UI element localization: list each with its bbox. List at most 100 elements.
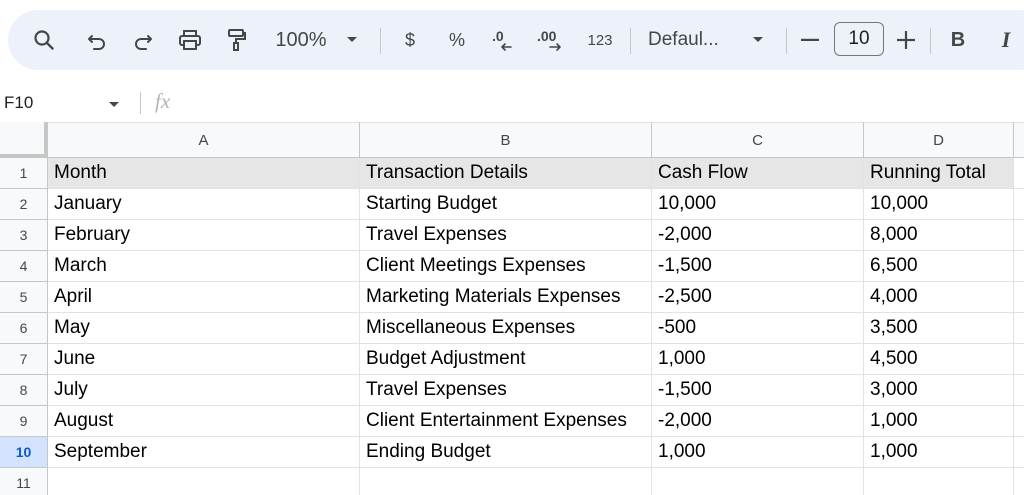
header-cell[interactable]: Month	[48, 158, 360, 189]
zoom-value: 100%	[275, 28, 327, 51]
decrease-font-size-icon[interactable]	[798, 20, 822, 60]
table-cell[interactable]: 6,500	[864, 251, 1014, 282]
table-cell[interactable]: Starting Budget	[360, 189, 652, 220]
row-header[interactable]: 9	[0, 406, 48, 437]
percent-format-button[interactable]: %	[444, 20, 470, 60]
table-cell[interactable]: May	[48, 313, 360, 344]
table-cell[interactable]: 4,500	[864, 344, 1014, 375]
row-header[interactable]: 2	[0, 189, 48, 220]
table-cell[interactable]: February	[48, 220, 360, 251]
header-cell[interactable]: Cash Flow	[652, 158, 864, 189]
column-header[interactable]	[1014, 122, 1024, 158]
table-cell[interactable]: January	[48, 189, 360, 220]
table-cell[interactable]: Travel Expenses	[360, 375, 652, 406]
table-cell[interactable]	[1014, 282, 1024, 313]
column-header[interactable]: A	[48, 122, 360, 158]
currency-label: $	[404, 29, 415, 50]
row-header[interactable]: 6	[0, 313, 48, 344]
paint-format-icon[interactable]	[222, 20, 252, 60]
table-cell[interactable]: -2,000	[652, 220, 864, 251]
row-header[interactable]: 10	[0, 437, 48, 468]
table-cell[interactable]: -1,500	[652, 375, 864, 406]
table-cell[interactable]	[1014, 344, 1024, 375]
table-cell[interactable]	[1014, 406, 1024, 437]
table-cell[interactable]	[360, 468, 652, 495]
chevron-down-icon[interactable]	[342, 20, 362, 60]
table-cell[interactable]	[1014, 158, 1024, 189]
table-cell[interactable]: 1,000	[864, 437, 1014, 468]
bold-button[interactable]: B	[946, 20, 970, 60]
table-cell[interactable]: Ending Budget	[360, 437, 652, 468]
table-cell[interactable]: -1,500	[652, 251, 864, 282]
table-cell[interactable]: 8,000	[864, 220, 1014, 251]
table-cell[interactable]: Travel Expenses	[360, 220, 652, 251]
table-cell[interactable]: Client Meetings Expenses	[360, 251, 652, 282]
font-family-select[interactable]: Defaul...	[648, 20, 738, 60]
currency-format-button[interactable]: $	[398, 20, 422, 60]
font-family-value: Defaul...	[648, 29, 719, 50]
column-header[interactable]: D	[864, 122, 1014, 158]
table-cell[interactable]: 10,000	[652, 189, 864, 220]
font-size-input[interactable]: 10	[834, 22, 884, 56]
table-cell[interactable]: -2,500	[652, 282, 864, 313]
table-cell[interactable]: April	[48, 282, 360, 313]
redo-icon[interactable]	[128, 20, 158, 60]
table-cell[interactable]: 1,000	[652, 344, 864, 375]
table-cell[interactable]: 1,000	[652, 437, 864, 468]
table-cell[interactable]	[652, 468, 864, 495]
table-cell[interactable]: Marketing Materials Expenses	[360, 282, 652, 313]
italic-button[interactable]: I	[994, 20, 1018, 60]
more-formats-button[interactable]: 123	[582, 20, 618, 60]
table-cell[interactable]	[864, 468, 1014, 495]
table-cell[interactable]: 3,500	[864, 313, 1014, 344]
column-header[interactable]: C	[652, 122, 864, 158]
formula-input[interactable]	[186, 90, 1006, 116]
table-cell[interactable]: -2,000	[652, 406, 864, 437]
table-cell[interactable]	[1014, 189, 1024, 220]
increase-decimal-button[interactable]: .00	[534, 20, 568, 60]
table-cell[interactable]: July	[48, 375, 360, 406]
column-header[interactable]: B	[360, 122, 652, 158]
toolbar: 100% $ % .0 .00 123	[8, 10, 1024, 70]
table-cell[interactable]	[1014, 468, 1024, 495]
print-icon[interactable]	[174, 20, 206, 60]
increase-font-size-icon[interactable]	[894, 20, 918, 60]
table-cell[interactable]	[1014, 437, 1024, 468]
table-cell[interactable]: 3,000	[864, 375, 1014, 406]
decrease-decimal-label: .0	[492, 28, 504, 44]
row-header[interactable]: 5	[0, 282, 48, 313]
chevron-down-icon[interactable]	[108, 96, 120, 114]
chevron-down-icon[interactable]	[748, 20, 768, 60]
table-cell[interactable]	[1014, 313, 1024, 344]
table-cell[interactable]	[1014, 220, 1024, 251]
table-cell[interactable]	[1014, 251, 1024, 282]
table-cell[interactable]: March	[48, 251, 360, 282]
row-header[interactable]: 11	[0, 468, 48, 495]
table-cell[interactable]: September	[48, 437, 360, 468]
table-cell[interactable]: Miscellaneous Expenses	[360, 313, 652, 344]
row-header[interactable]: 3	[0, 220, 48, 251]
table-cell[interactable]	[1014, 375, 1024, 406]
table-cell[interactable]	[48, 468, 360, 495]
undo-icon[interactable]	[82, 20, 112, 60]
table-cell[interactable]: -500	[652, 313, 864, 344]
table-cell[interactable]: 4,000	[864, 282, 1014, 313]
table-cell[interactable]: 1,000	[864, 406, 1014, 437]
spreadsheet-grid: A B C D 1 Month Transaction Details Cash Flow Ru…	[0, 122, 1024, 495]
header-cell[interactable]: Transaction Details	[360, 158, 652, 189]
table-cell[interactable]: Client Entertainment Expenses	[360, 406, 652, 437]
search-icon[interactable]	[28, 20, 60, 60]
decrease-decimal-button[interactable]: .0	[488, 20, 518, 60]
name-box[interactable]: F10	[4, 93, 34, 112]
select-all-corner[interactable]	[0, 122, 48, 158]
zoom-select[interactable]: 100%	[270, 20, 332, 60]
table-cell[interactable]: 10,000	[864, 189, 1014, 220]
row-header[interactable]: 7	[0, 344, 48, 375]
row-header[interactable]: 8	[0, 375, 48, 406]
row-header[interactable]: 4	[0, 251, 48, 282]
table-cell[interactable]: June	[48, 344, 360, 375]
row-header[interactable]: 1	[0, 158, 48, 189]
table-cell[interactable]: Budget Adjustment	[360, 344, 652, 375]
header-cell[interactable]: Running Total	[864, 158, 1014, 189]
table-cell[interactable]: August	[48, 406, 360, 437]
